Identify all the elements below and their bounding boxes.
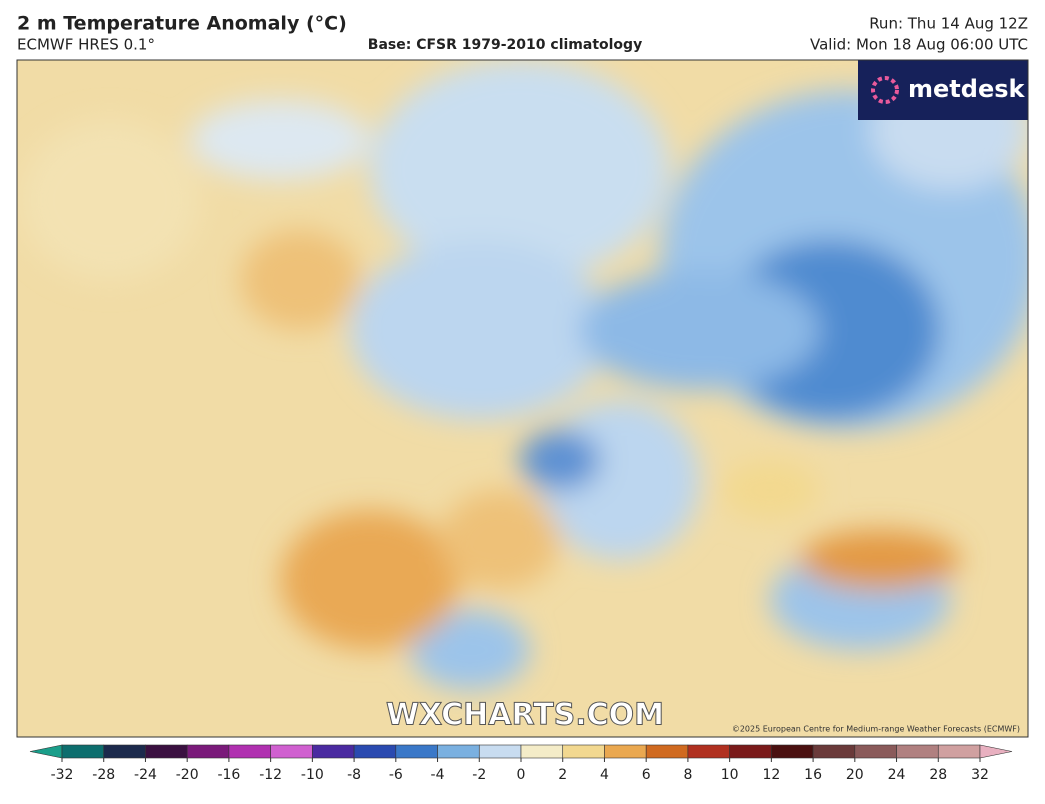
title: 2 m Temperature Anomaly (°C) xyxy=(17,13,347,35)
colorbar-segment xyxy=(270,744,313,759)
colorbar-segment xyxy=(729,744,772,759)
model: ECMWF HRES 0.1° xyxy=(17,36,155,54)
colorbar-tick-label: 20 xyxy=(846,767,864,783)
colorbar-tick-label: 6 xyxy=(642,767,651,783)
copyright: ©2025 European Centre for Medium-range W… xyxy=(732,725,1020,734)
colorbar-tick-label: -4 xyxy=(431,767,445,783)
colorbar-segment xyxy=(228,744,271,759)
logo-box xyxy=(858,60,1028,120)
colorbar-segment xyxy=(312,744,355,759)
colorbar-segment xyxy=(520,744,564,759)
colorbar-tick-label: -2 xyxy=(472,767,486,783)
colorbar-segment xyxy=(604,744,647,759)
colorbar-segment xyxy=(854,744,897,759)
colorbar-tick-label: -16 xyxy=(217,767,240,783)
map-frame xyxy=(16,59,1029,738)
colorbar-segment xyxy=(562,744,605,759)
colorbar-tick-label: -6 xyxy=(389,767,403,783)
colorbar-segment xyxy=(771,744,814,759)
colorbar-tick-label: -12 xyxy=(259,767,282,783)
colorbar-tick-label: 10 xyxy=(721,767,739,783)
colorbar-end xyxy=(979,744,1013,759)
logo: metdesk xyxy=(908,75,1026,103)
base: Base: CFSR 1979-2010 climatology xyxy=(368,37,642,53)
colorbar-tick-label: 16 xyxy=(804,767,822,783)
colorbar-tick-label: -10 xyxy=(301,767,324,783)
colorbar-tick-label: 0 xyxy=(517,767,526,783)
colorbar-tick-label: 4 xyxy=(600,767,609,783)
colorbar-tick-label: 28 xyxy=(929,767,947,783)
colorbar-segment xyxy=(395,744,438,759)
colorbar-tick-label: -24 xyxy=(134,767,157,783)
colorbar-tick-label: -32 xyxy=(51,767,74,783)
colorbar-tick-label: 2 xyxy=(558,767,567,783)
colorbar-segment xyxy=(645,744,689,759)
colorbar-segment xyxy=(353,744,397,759)
colorbar-segment xyxy=(437,744,480,759)
colorbar-tick-label: -28 xyxy=(92,767,115,783)
watermark: WXCHARTS.COM xyxy=(386,698,664,733)
colorbar-tick-label: -8 xyxy=(347,767,361,783)
colorbar-segment xyxy=(687,744,730,759)
colorbar-segment xyxy=(103,744,146,759)
colorbar-tick-label: 24 xyxy=(888,767,906,783)
colorbar-segment xyxy=(478,744,522,759)
colorbar-segment xyxy=(186,744,230,759)
colorbar-segment xyxy=(896,744,939,759)
colorbar-end xyxy=(29,744,63,759)
colorbar-segment xyxy=(812,744,856,759)
logo-icon xyxy=(871,76,899,104)
valid: Valid: Mon 18 Aug 06:00 UTC xyxy=(810,36,1028,54)
run: Run: Thu 14 Aug 12Z xyxy=(869,15,1028,33)
map: metdesk WXCHARTS.COM ©2025 European Cent… xyxy=(17,60,1028,737)
colorbar: -32 -28 -24 -20 -16 -12 -10 -8 -6 -4 -2 0 2 4 6 8 10 12 16… xyxy=(29,744,1013,783)
colorbar-tick-label: 8 xyxy=(683,767,692,783)
colorbar-tick-label: 12 xyxy=(762,767,780,783)
colorbar-tick-label: 32 xyxy=(971,767,989,783)
colorbar-segment xyxy=(937,744,981,759)
colorbar-segment xyxy=(61,744,105,759)
colorbar-segment xyxy=(145,744,188,759)
colorbar-tick-label: -20 xyxy=(176,767,199,783)
